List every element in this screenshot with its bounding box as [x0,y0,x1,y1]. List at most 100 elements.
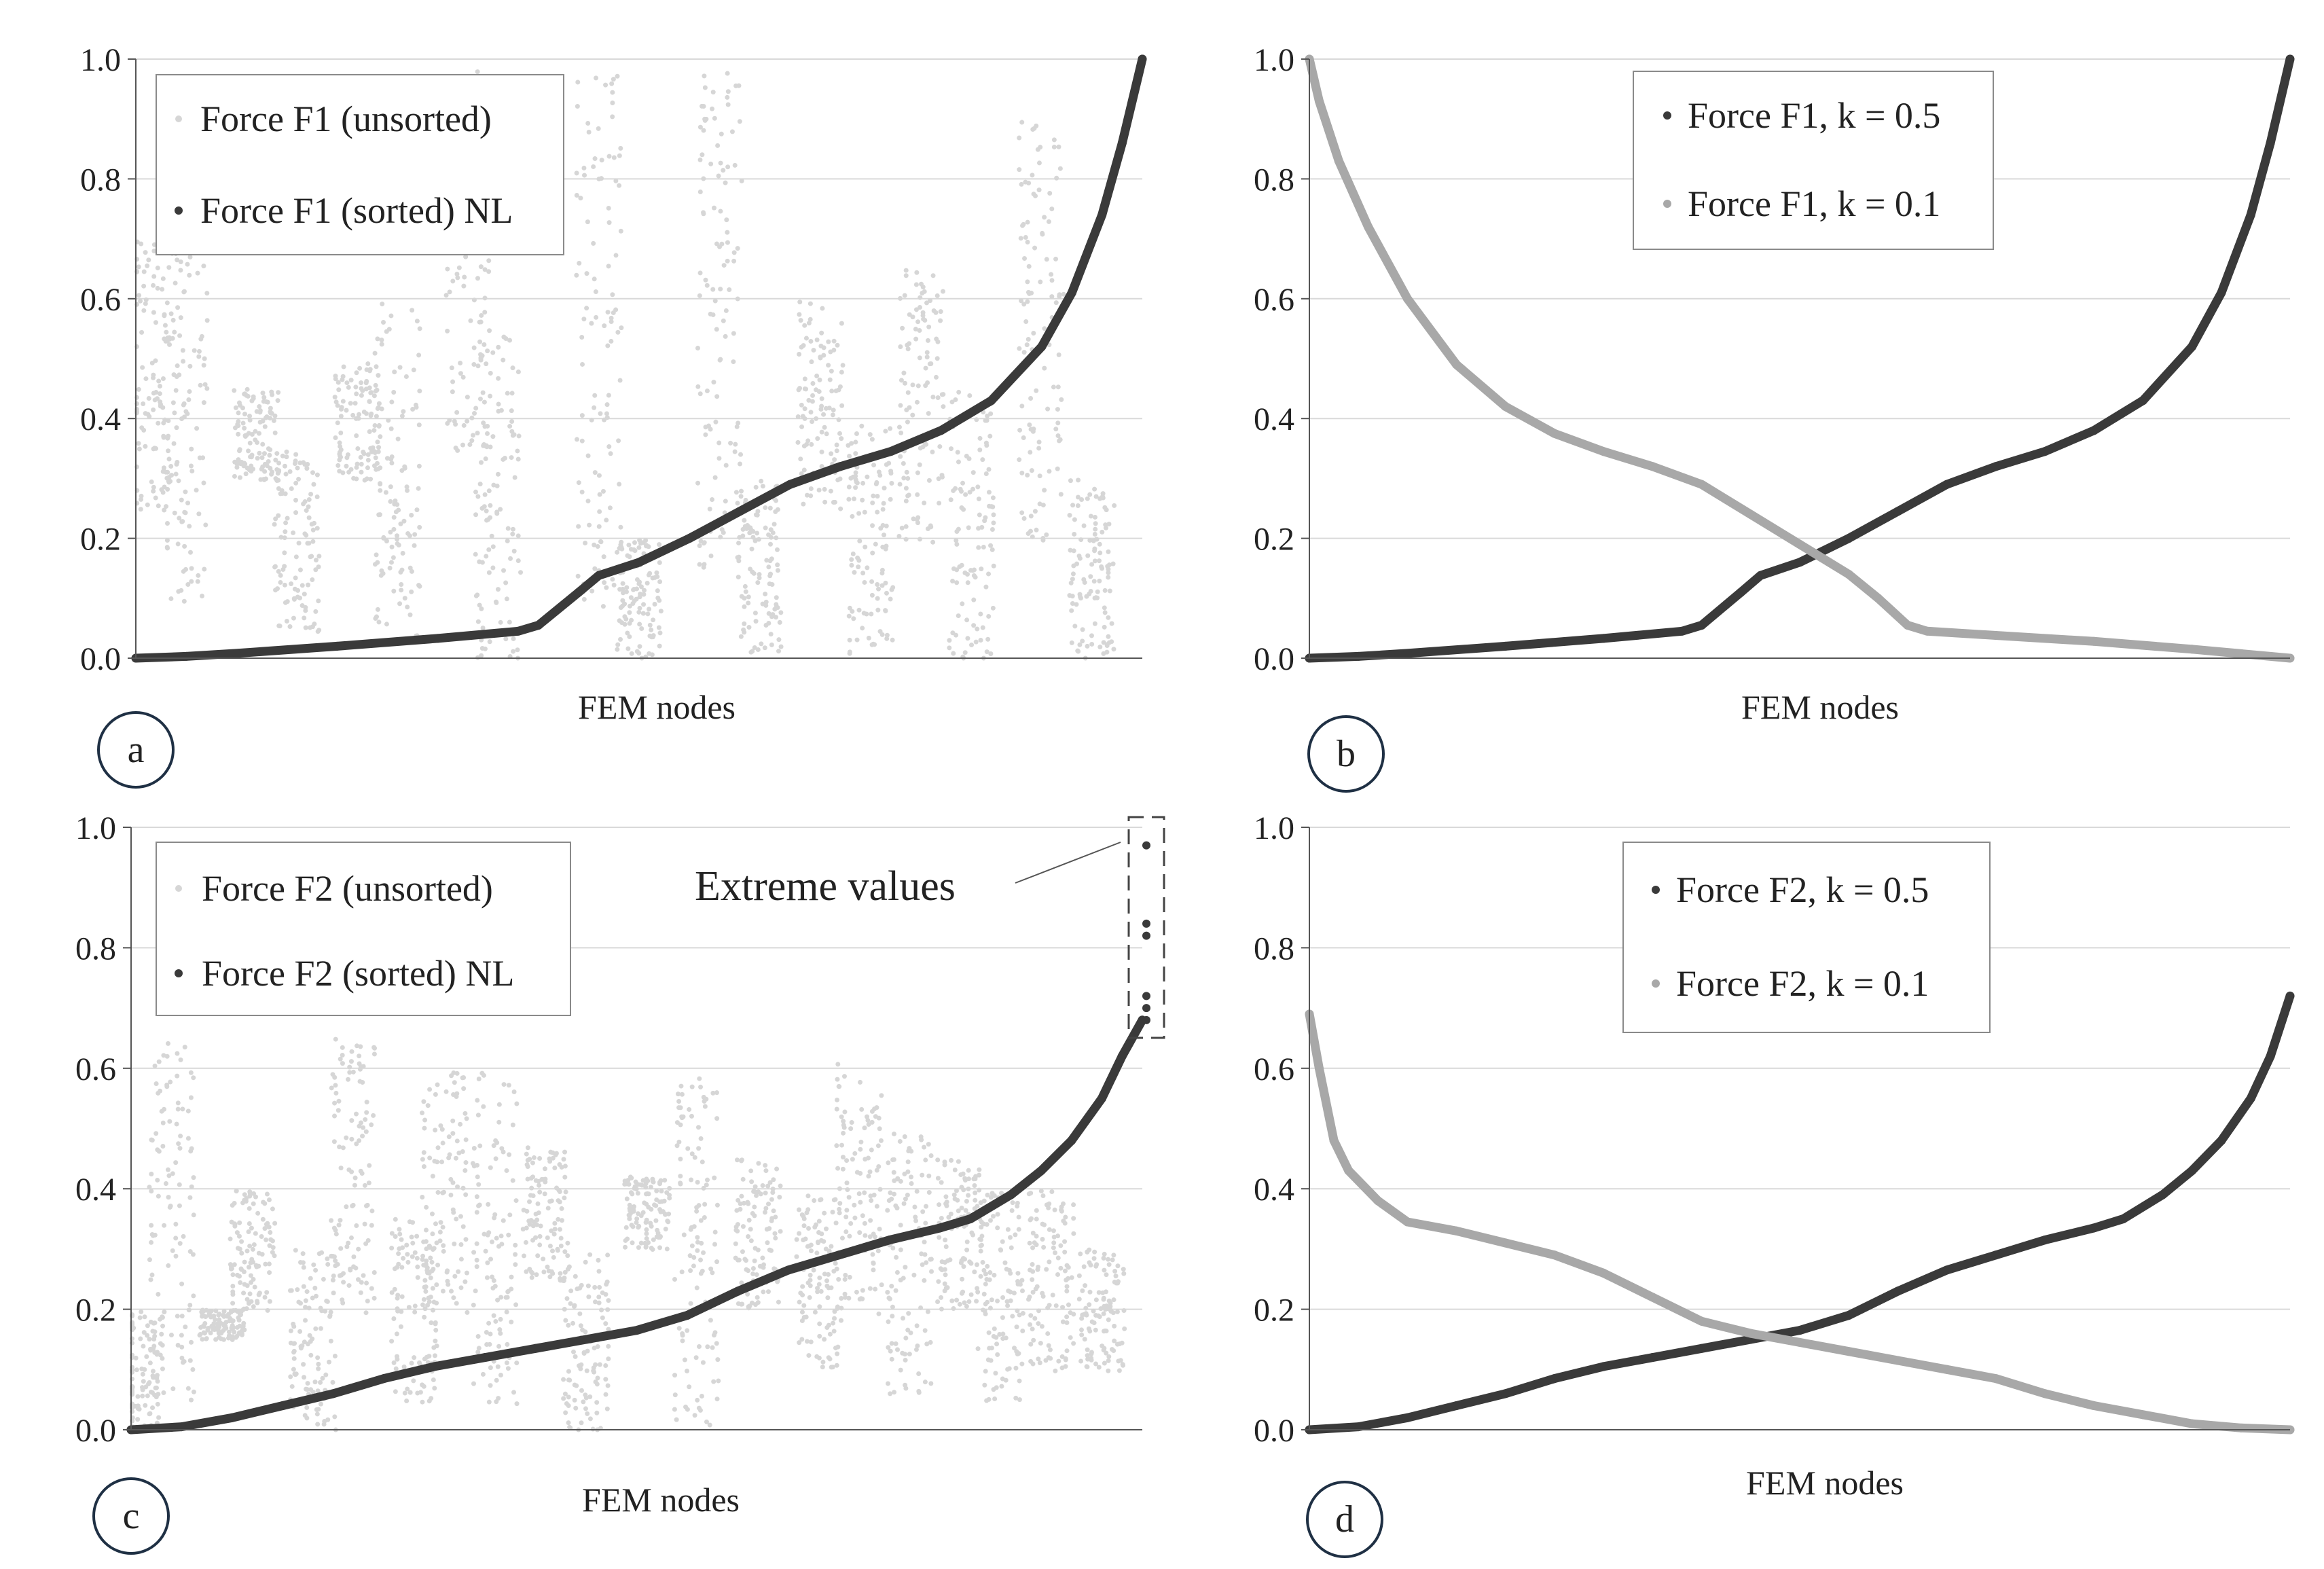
panel-c-unsorted-point [351,1264,357,1269]
panel-a-unsorted-point [282,463,287,469]
panel-a-unsorted-point [151,274,157,279]
panel-c-unsorted-point [178,1057,183,1062]
panel-a-unsorted-point [188,463,194,469]
panel-a-unsorted-point [308,491,314,497]
panel-a-unsorted-point [697,124,703,130]
panel-c-unsorted-point [715,1357,721,1363]
panel-c-unsorted-point [401,1256,406,1261]
panel-c-unsorted-point [1062,1249,1068,1255]
panel-c-unsorted-point [562,1391,568,1396]
panel-a-unsorted-point [924,300,929,306]
panel-c-unsorted-point [325,1299,330,1304]
panel-c-unsorted-point [262,1226,268,1231]
panel-c-unsorted-point [405,1259,411,1265]
panel-a-unsorted-point [503,636,509,642]
panel-a-unsorted-point [697,391,703,397]
panel-a-unsorted-point [774,535,779,541]
panel-c-letter: c [123,1495,140,1537]
panel-a-unsorted-point [373,455,378,461]
panel-a-unsorted-point [157,391,162,397]
panel-a-unsorted-point [611,582,617,588]
panel-a-unsorted-point [854,431,859,437]
panel-a-unsorted-point [367,429,372,435]
panel-a-unsorted-point [855,555,860,560]
panel-c-unsorted-point [863,1157,868,1162]
panel-a-unsorted-point [244,465,250,471]
panel-c-unsorted-point [860,1288,865,1293]
panel-a-unsorted-point [856,607,862,613]
panel-c-dark-point [1036,1166,1046,1176]
panel-a-unsorted-point [187,389,192,394]
panel-a-unsorted-point [979,566,984,572]
panel-c-unsorted-point [893,1341,898,1346]
panel-a-unsorted-point [814,337,820,342]
panel-c-unsorted-point [961,1264,966,1269]
panel-c-unsorted-point [492,1284,498,1289]
panel-c-unsorted-point [1026,1191,1032,1197]
panel-a-unsorted-point [160,276,166,281]
panel-c-unsorted-point [552,1166,558,1171]
panel-c-unsorted-point [905,1192,910,1197]
panel-c-unsorted-point [890,1304,895,1310]
panel-c-unsorted-point [1002,1260,1008,1265]
panel-a-unsorted-point [695,384,701,389]
panel-c-unsorted-point [1015,1308,1020,1314]
panel-c-unsorted-point [188,1070,194,1075]
panel-c-unsorted-point [962,1300,967,1305]
panel-b-dark-point [1677,626,1687,636]
panel-a-unsorted-point [261,451,267,456]
panel-c-unsorted-point [237,1246,242,1252]
panel-a-unsorted-point [1017,167,1022,173]
panel-a-unsorted-point [725,94,730,100]
panel-c-unsorted-point [691,1255,697,1260]
panel-a-unsorted-point [577,261,582,266]
panel-a-unsorted-point [1056,352,1061,357]
panel-a-unsorted-point [1092,486,1097,492]
panel-c-unsorted-point [869,1197,874,1203]
panel-c-unsorted-point [966,1176,971,1182]
panel-a-unsorted-point [462,274,467,280]
panel-c-unsorted-point [230,1272,236,1278]
panel-a-unsorted-point [365,361,371,367]
panel-a-unsorted-point [510,526,515,532]
panel-c-dark-point [1006,1190,1015,1200]
panel-a-unsorted-point [1106,634,1111,639]
panel-a-unsorted-point [947,645,952,651]
panel-a-unsorted-point [477,602,482,608]
panel-a-unsorted-point [279,488,285,493]
panel-b-dark-point [2285,54,2295,64]
panel-a-unsorted-point [760,484,765,489]
panel-c-unsorted-point [1112,1323,1117,1329]
panel-c-unsorted-point [868,1193,873,1199]
panel-c-unsorted-point [555,1246,560,1252]
panel-c-unsorted-point [420,1157,425,1162]
panel-c-unsorted-point [817,1275,822,1280]
panel-a-unsorted-point [989,527,995,533]
panel-a-unsorted-point [778,610,784,615]
panel-a-unsorted-point [336,387,342,393]
panel-c-unsorted-point [995,1352,1000,1357]
panel-c-unsorted-point [179,1314,185,1319]
panel-a-unsorted-point [416,486,421,491]
panel-c-unsorted-point [471,1381,476,1386]
panel-c-unsorted-point [834,1106,839,1112]
panel-c-unsorted-point [799,1337,805,1342]
panel-c-unsorted-point [331,1273,336,1278]
panel-b-dark-point [1795,558,1804,567]
panel-a-unsorted-point [728,440,733,446]
panel-a-dark-point [574,588,583,597]
panel-c-unsorted-point [499,1146,505,1151]
panel-c-series-dark [126,1015,1147,1435]
panel-a-unsorted-point [978,611,983,617]
panel-c-unsorted-point [807,1283,813,1288]
panel-a-unsorted-point [478,264,484,270]
panel-a-unsorted-point [755,509,761,514]
panel-a-unsorted-point [1018,236,1023,241]
panel-c-unsorted-point [876,1311,882,1316]
panel-c-unsorted-point [410,1254,415,1259]
panel-a-unsorted-point [313,558,319,563]
panel-a-unsorted-point [810,399,815,404]
panel-a-unsorted-point [770,612,776,617]
panel-c-unsorted-point [1030,1277,1035,1282]
panel-c-unsorted-point [894,1255,899,1260]
